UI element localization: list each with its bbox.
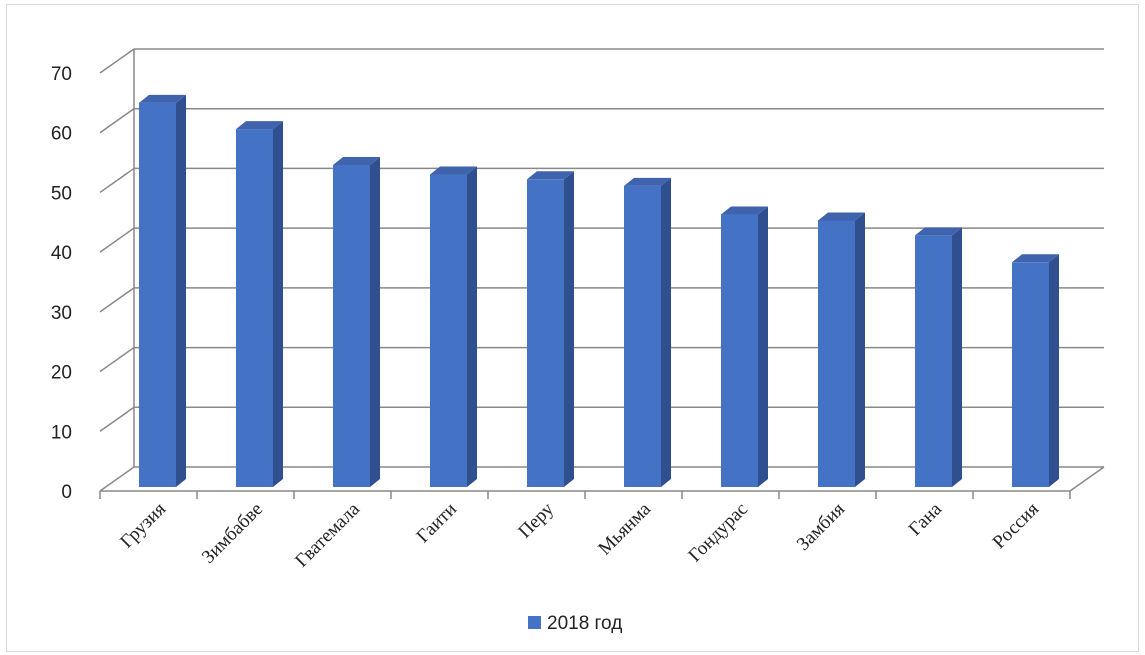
bar-side: [564, 171, 574, 487]
bar-side: [273, 121, 283, 487]
x-tick-label: Зимбабве: [198, 499, 267, 568]
bar-side: [176, 94, 186, 487]
bar: [527, 171, 574, 487]
bar-top: [139, 94, 186, 103]
gridline-side: [99, 48, 135, 74]
bar-top: [915, 227, 962, 236]
bar-front: [1012, 262, 1049, 487]
bar: [236, 121, 283, 488]
y-tick-label: 50: [51, 183, 72, 204]
bar-front: [721, 214, 758, 487]
bar-side: [467, 166, 477, 487]
bar: [333, 156, 380, 487]
bar-side: [370, 156, 380, 487]
bar-top: [333, 156, 380, 165]
gridline-side: [99, 287, 135, 313]
y-axis: 0 10 20 30 40 50 60 70: [51, 64, 72, 503]
legend: 2018 год: [528, 613, 622, 634]
bar-side: [758, 206, 768, 487]
x-tick-label: Гаити: [413, 499, 462, 548]
gridline-side: [99, 346, 135, 373]
y-tick-label: 0: [61, 482, 72, 503]
x-tick-label: Перу: [514, 498, 558, 542]
gridline-side: [99, 466, 135, 492]
bar-side: [952, 227, 962, 487]
bar-top: [721, 206, 768, 215]
bar-side: [661, 177, 671, 488]
bar-front: [430, 174, 467, 487]
bar: [139, 94, 186, 487]
bar-top: [430, 166, 477, 175]
y-tick-label: 40: [51, 243, 72, 264]
x-tick-label: Грузия: [116, 499, 170, 553]
x-tick-label: Гондурас: [684, 499, 752, 567]
bar-front: [139, 102, 176, 487]
y-tick-label: 10: [51, 422, 72, 443]
gridline-side: [99, 406, 135, 432]
bar: [624, 177, 671, 488]
bar-front: [236, 129, 273, 488]
bar-top: [1012, 254, 1059, 263]
bar-top: [818, 212, 865, 221]
bar-front: [915, 235, 952, 487]
bar-front: [527, 179, 564, 487]
bar-top: [624, 177, 671, 186]
y-tick-label: 30: [51, 303, 72, 324]
x-tick-label: Россия: [989, 499, 1044, 554]
x-tick-label: Гана: [905, 498, 947, 540]
bar-top: [527, 171, 574, 180]
x-tick-label: Замбия: [793, 499, 849, 555]
bar-front: [818, 220, 855, 487]
legend-swatch: [528, 616, 541, 629]
bar-side: [855, 212, 865, 487]
legend-label: 2018 год: [547, 613, 622, 634]
gridline-side: [99, 227, 135, 253]
bars: [139, 94, 1059, 488]
bar-side: [1049, 254, 1059, 487]
x-axis: Грузия Зимбабве Гватемала Гаити Перу Мьянма Го…: [99, 491, 1071, 572]
bar: [430, 166, 477, 487]
gridline-side: [99, 108, 135, 134]
y-tick-label: 60: [51, 124, 72, 145]
bar: [1012, 254, 1059, 487]
x-tick-label: Гватемала: [291, 498, 364, 571]
bar-front: [624, 185, 661, 488]
y-tick-label: 70: [51, 64, 72, 85]
bar-top: [236, 121, 283, 130]
floor-edge-side: [1069, 466, 1105, 492]
bar: [915, 227, 962, 487]
y-tick-label: 20: [51, 363, 72, 384]
bar: [818, 212, 865, 487]
x-tick-label: Мьянма: [594, 498, 655, 559]
bar-front: [333, 164, 370, 487]
bar: [721, 206, 768, 487]
gridline-side: [99, 167, 135, 194]
